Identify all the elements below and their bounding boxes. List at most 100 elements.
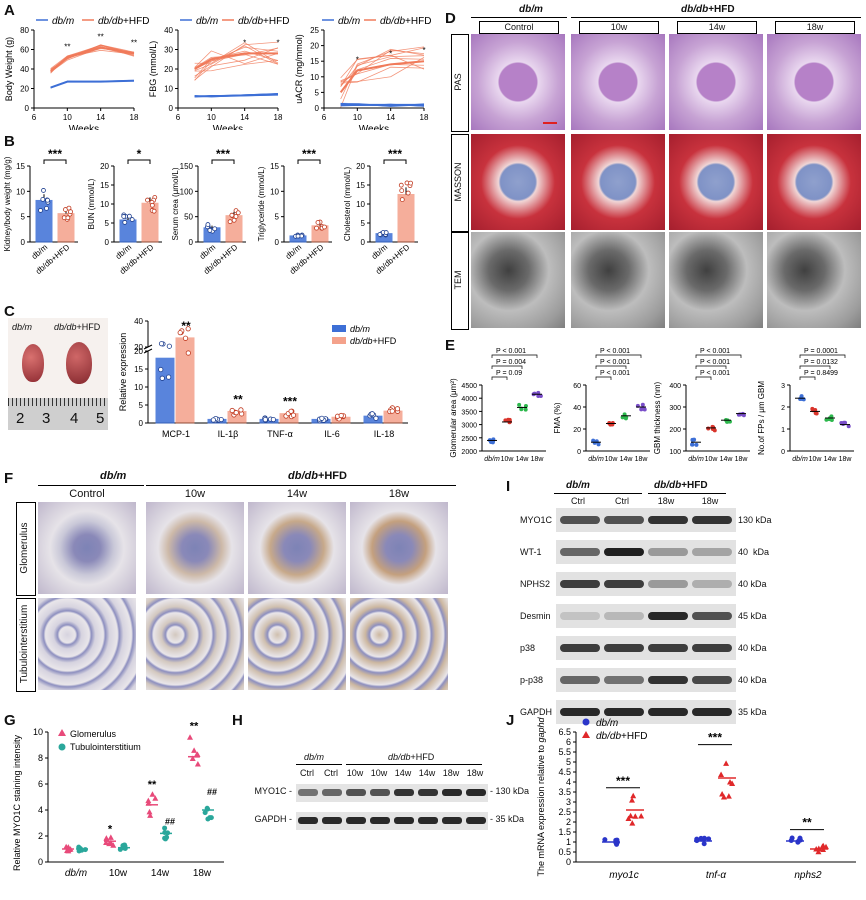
g-circ-2-4 [162,835,168,841]
h-band-1-5 [418,817,438,824]
e-bracket-1-1 [595,365,627,369]
f-rowbox-1 [16,598,36,692]
i-band-2-3 [692,580,732,588]
b-dot-1-0-6 [121,214,127,219]
h-band-1-3 [370,817,390,824]
e-yticklabel-2-3: 400 [669,383,681,390]
h-kda-1: - 35 kDa [490,814,525,824]
h-band-0-0 [298,789,318,796]
c-dot-1-1-4 [233,410,239,416]
b-dot-3-1-4 [314,225,319,231]
a-xticklabel-0-3: 18 [130,113,139,122]
e-pval-2-1: P < 0.001 [700,359,730,366]
c-dot-0-1-0 [185,326,191,332]
ruler-3: 3 [42,410,51,427]
e-xlabel-1-0: db/m [588,456,604,463]
i-blot-wt-1 [556,540,736,564]
d-header-1: 10w [579,21,659,34]
j-tri-hfd-1-5 [723,760,730,766]
b-yticklabel-4-0: 0 [361,238,366,247]
h-kda-0: - 130 kDa [490,786,530,796]
d-scale-bar [543,122,557,124]
g-xlabel-2: 14w [151,868,170,879]
h-band-0-6 [442,789,462,796]
f-rowlabel-0: Glomerulus [19,522,30,574]
a-yticklabel-0-3: 60 [20,46,29,55]
b-dot-4-1-1 [399,197,405,203]
a-xticklabel-2-1: 10 [353,113,362,122]
c-dot-2-0-3 [262,416,268,423]
j-tri-hfd-0-2 [629,820,636,826]
i-blot-nphs2 [556,572,736,596]
j-legend-hfd: db/db+HFD [596,731,647,742]
d-rowlabel-1: MASSON [453,162,463,202]
g-tri-2-0 [147,812,154,818]
f-image-1-0 [38,598,136,690]
f-image-1-2 [248,598,346,690]
b-dot-1-0-3 [126,213,132,219]
f-header-3: 18w [388,488,410,500]
b-yticklabel-1-2: 10 [100,200,109,209]
i-band-2-1 [604,580,644,588]
photo-label-dbm: db/m [12,322,33,332]
i-band-6-2 [648,708,688,716]
a-dbm-mean-0 [50,79,135,89]
j-yticklabel-1: 0.5 [558,847,571,857]
b-yticklabel-2-1: 50 [184,213,193,222]
e-pval-1-2: P < 0.001 [600,348,630,355]
e-xlabel-3-3: 18w [839,456,853,463]
e-dot-1-3-2 [641,406,646,411]
panel-d: db/m db/db+HFD Control 10w 14w 18w PAS MASSON… [449,4,865,330]
kidney-dbm [22,344,44,382]
g-tri-1-2 [103,835,110,841]
a-yticklabel-1-2: 20 [164,65,173,74]
c-sig-0: ** [181,319,191,333]
h-band-1-7 [466,817,486,824]
b-dot-0-0-6 [45,197,50,203]
b-dot-4-0-6 [383,230,389,235]
g-circ-2-5 [162,830,168,836]
i-band-4-0 [560,644,600,652]
i-band-6-1 [604,708,644,716]
panel-letter-h: H [232,712,243,729]
i-band-4-1 [604,644,644,652]
b-dot-3-0-6 [295,233,301,239]
d-rowlabel-2: TEM [453,270,463,290]
c-dot-2-0-5 [270,416,276,423]
d-image-pas-2 [669,34,763,130]
panel-letter-i: I [506,478,511,495]
i-band-label-1: WT-1 [520,547,542,557]
b-ylabel-1: BUN (mmol/L) [87,178,96,229]
e-dot-2-3-2 [741,413,746,418]
i-band-2-2 [648,580,688,588]
i-band-label-4: p38 [520,643,536,653]
e-bracket-3-1 [799,365,831,369]
e-yticklabel-1-1: 20 [573,427,581,434]
c-yticklabel-high-0: 20 [134,343,143,352]
a-yticklabel-2-1: 5 [315,88,320,97]
i-band-3-3 [692,612,732,620]
g-tri-1-0 [107,834,114,840]
i-band-1-2 [648,548,688,556]
c-bar-0-0 [155,357,175,424]
panel-letter-f: F [4,470,14,487]
j-yticklabel-0: 0 [566,857,571,867]
c-dot-1-1-5 [238,407,244,413]
panel-letter-d: D [445,10,456,27]
j-xlabel-1: tnf-α [706,870,726,881]
c-xlabel-2: TNF-α [267,429,293,439]
c-yticklabel-low-1: 5 [139,401,144,410]
b-sig-0: *** [48,147,62,161]
e-yticklabel-2-2: 300 [669,405,681,412]
g-tri-0-3 [64,847,71,854]
e-xlabel-1-2: 14w [620,456,634,463]
panel-letter-a: A [4,2,15,19]
a-ylabel-2: uACR (mg/mmol) [294,34,304,104]
e-yticklabel-0-0: 2000 [461,449,477,456]
e-yticklabel-3-0: 0 [781,449,785,456]
b-dot-0-0-3 [38,208,43,213]
i-kda-3: 45 kDa [738,611,767,621]
h-lane-4: 14w [394,768,412,778]
e-pval-1-1: P < 0.001 [600,359,630,366]
